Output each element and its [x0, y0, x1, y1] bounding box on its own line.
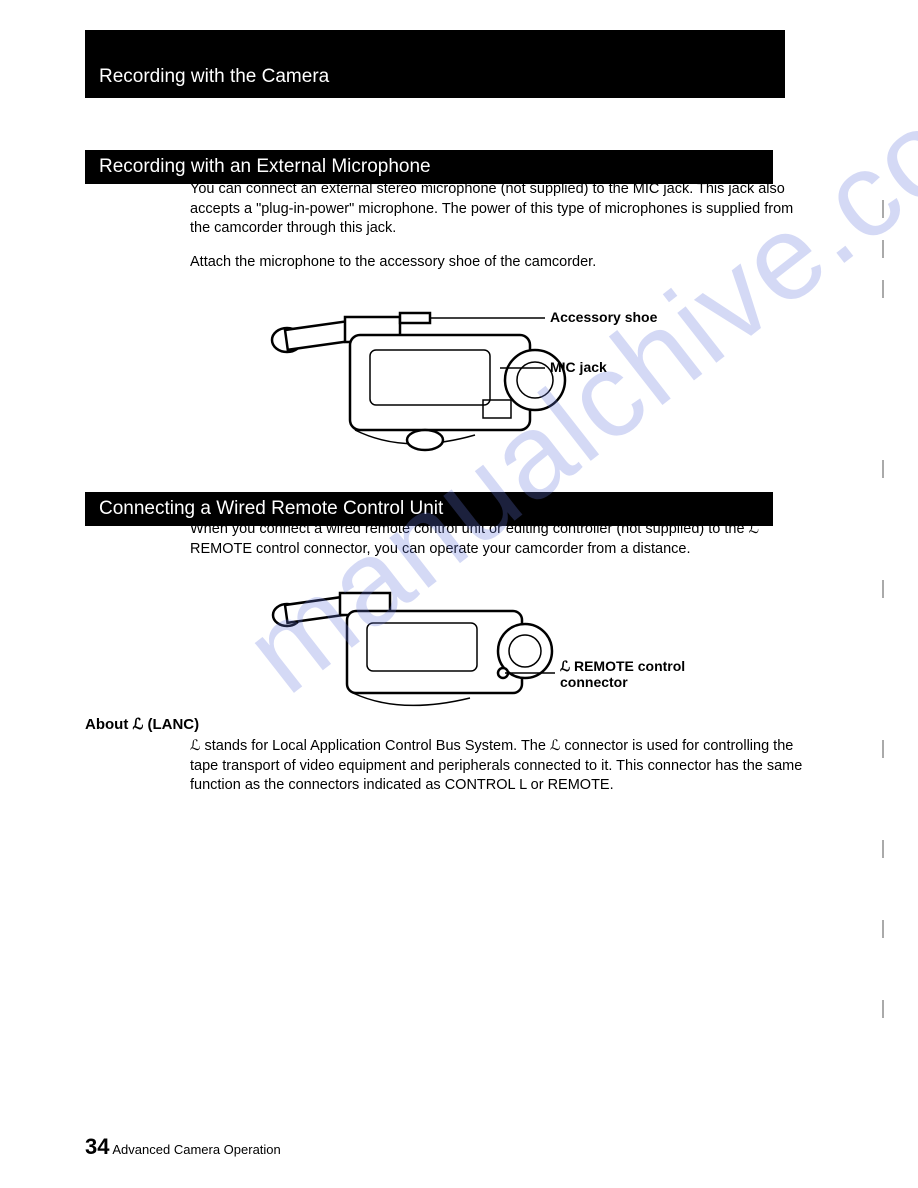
- scan-artifact: [882, 280, 884, 298]
- scan-artifact: [882, 1000, 884, 1018]
- scan-artifact: [882, 240, 884, 258]
- scan-artifact: [882, 920, 884, 938]
- about-lanc: About ℒ (LANC) ℒ stands for Local Applic…: [85, 715, 825, 796]
- fig2-label-line2: connector: [560, 674, 628, 690]
- page-header: Recording with the Camera: [85, 38, 785, 98]
- fig1-label-mic-jack: MIC jack: [550, 359, 607, 375]
- section1-para1: You can connect an external stereo micro…: [190, 180, 805, 239]
- page-number: 34: [85, 1134, 109, 1159]
- scan-artifact: [882, 200, 884, 218]
- manual-page: Recording with the Camera Recording with…: [0, 0, 918, 1188]
- section-heading-1: Recording with an External Microphone: [85, 150, 773, 184]
- scan-artifact: [882, 740, 884, 758]
- camcorder-diagram-1: Accessory shoe MIC jack: [85, 290, 825, 470]
- section-heading-2-text: Connecting a Wired Remote Control Unit: [99, 498, 443, 519]
- section-heading-1-text: Recording with an External Microphone: [99, 156, 431, 177]
- scan-artifact: [882, 460, 884, 478]
- section1-para2: Attach the microphone to the accessory s…: [190, 253, 805, 273]
- section2-body: When you connect a wired remote control …: [85, 520, 825, 559]
- figure-1: Accessory shoe MIC jack: [85, 290, 825, 475]
- fig1-label-accessory-shoe: Accessory shoe: [550, 309, 658, 325]
- figure-2: ℒ REMOTE control connector: [85, 575, 825, 720]
- footer-section: Advanced Camera Operation: [112, 1142, 280, 1157]
- section2-para1: When you connect a wired remote control …: [190, 520, 805, 559]
- page-title: Recording with the Camera: [99, 66, 329, 87]
- fig2-label-line1: ℒ REMOTE control: [560, 658, 685, 674]
- section1-body: You can connect an external stereo micro…: [85, 180, 825, 239]
- top-rule: [85, 30, 785, 38]
- camcorder-diagram-2: ℒ REMOTE control connector: [85, 575, 825, 715]
- section1-body2: Attach the microphone to the accessory s…: [85, 253, 825, 273]
- scan-artifact: [882, 580, 884, 598]
- page-footer: 34 Advanced Camera Operation: [85, 1134, 281, 1160]
- about-body: ℒ stands for Local Application Control B…: [190, 737, 805, 796]
- about-heading: About ℒ (LANC): [85, 715, 825, 733]
- scan-artifact: [882, 840, 884, 858]
